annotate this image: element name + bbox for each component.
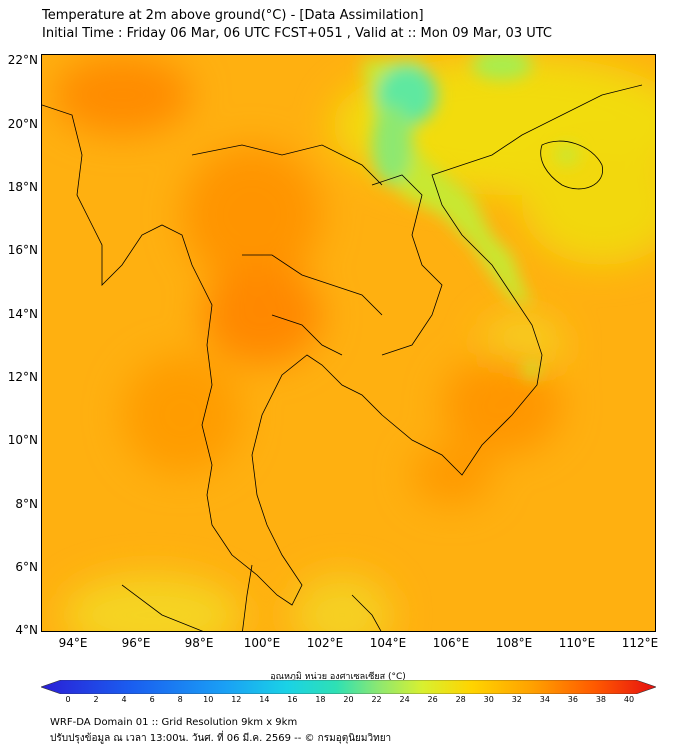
- map-subtitle: Initial Time : Friday 06 Mar, 06 UTC FCS…: [42, 26, 552, 41]
- lat-label: 16°N: [7, 243, 38, 257]
- colorbar-tick-label: 22: [371, 695, 382, 704]
- lon-label: 108°E: [495, 636, 533, 650]
- colorbar-tick-label: 26: [427, 695, 438, 704]
- lat-label: 18°N: [7, 180, 38, 194]
- colorbar-tick-label: 28: [455, 695, 466, 704]
- colorbar-tick-label: 36: [567, 695, 578, 704]
- footer-line-1: WRF-DA Domain 01 :: Grid Resolution 9km …: [50, 717, 298, 728]
- lon-label: 100°E: [243, 636, 281, 650]
- lat-label: 12°N: [7, 370, 38, 384]
- lat-label: 10°N: [7, 433, 38, 447]
- colorbar-tick-label: 32: [511, 695, 522, 704]
- colorbar-tick-label: 6: [149, 695, 155, 704]
- lat-label: 4°N: [15, 623, 38, 637]
- temperature-map: [41, 54, 656, 632]
- colorbar-tick-label: 2: [93, 695, 99, 704]
- lon-label: 110°E: [558, 636, 596, 650]
- colorbar-tick-label: 10: [203, 695, 214, 704]
- lon-label: 106°E: [432, 636, 470, 650]
- colorbar-tick-label: 8: [177, 695, 183, 704]
- lat-label: 8°N: [15, 497, 38, 511]
- lon-label: 96°E: [121, 636, 151, 650]
- coastline-borders: [42, 84, 643, 631]
- colorbar-tick-label: 16: [287, 695, 298, 704]
- lon-label: 98°E: [184, 636, 214, 650]
- temperature-field: [42, 55, 655, 631]
- colorbar-title: อุณหภูมิ หน่วย องศาเซลเซียส (°C): [270, 672, 406, 682]
- colorbar-tick-label: 4: [121, 695, 127, 704]
- colorbar-tick-label: 40: [623, 695, 635, 704]
- lat-label: 20°N: [7, 117, 38, 131]
- colorbar-tick-label: 12: [231, 695, 242, 704]
- colorbar-tick-label: 18: [315, 695, 326, 704]
- lat-label: 14°N: [7, 307, 38, 321]
- colorbar-tick-label: 14: [259, 695, 270, 704]
- lon-label: 104°E: [369, 636, 407, 650]
- colorbar-tick-label: 24: [399, 695, 410, 704]
- lat-label: 22°N: [7, 53, 38, 67]
- lon-label: 94°E: [58, 636, 88, 650]
- footer-line-2: ปรับปรุงข้อมูล ณ เวลา 13:00น. วันศ. ที่ …: [50, 733, 392, 744]
- colorbar-tick-label: 38: [595, 695, 607, 704]
- lon-label: 112°E: [621, 636, 659, 650]
- colorbar: [41, 680, 656, 694]
- map-title: Temperature at 2m above ground(°C) - [Da…: [42, 8, 424, 23]
- colorbar-tick-label: 34: [539, 695, 550, 704]
- lon-label: 102°E: [306, 636, 344, 650]
- colorbar-tick-label: 30: [483, 695, 494, 704]
- colorbar-tick-label: 20: [343, 695, 354, 704]
- colorbar-tick-label: 0: [65, 695, 71, 704]
- lat-label: 6°N: [15, 560, 38, 574]
